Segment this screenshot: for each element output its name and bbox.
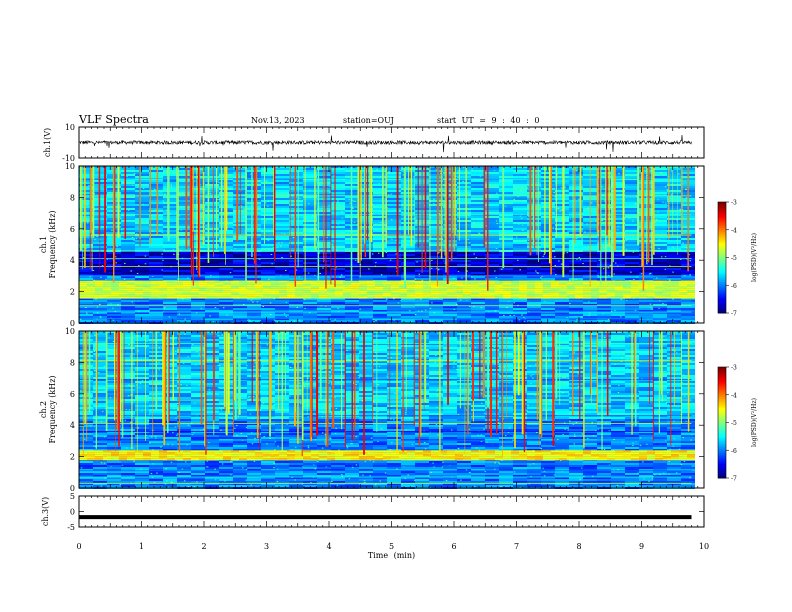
colorbar-tick-label: -6 [731,283,737,290]
colorbar-tick-label: -3 [731,365,737,372]
y-tick-label: 4 [70,421,75,430]
y-tick-label: 4 [70,256,75,265]
colorbar-label: log(PSD)(V²/Hz) [751,398,758,447]
y-tick-label: 6 [70,225,75,234]
x-tick-label: 5 [389,542,394,551]
ch2-spectrogram [79,331,695,489]
ch1-colorbar: -3 -4 -5 -6 -7 log(PSD)(V²/Hz) [717,200,758,318]
colorbar-tick-label: -7 [731,476,737,483]
ch2-y-ticks: 0 2 4 6 8 10 [65,327,704,493]
ch1-x-ticks [78,127,705,158]
x-tick-labels: 0 1 2 3 4 5 6 7 8 9 10 [76,542,709,551]
colorbar-label: log(PSD)(V²/Hz) [751,233,758,282]
x-tick-label: 0 [76,542,81,551]
colorbar-tick-label: -4 [731,227,737,234]
x-tick-label: 9 [639,542,644,551]
ch3-x-ticks [78,496,705,527]
colorbar-tick-label: -5 [731,255,737,262]
y-tick-label: 2 [70,453,75,462]
x-tick-label: 4 [326,542,331,551]
y-tick-label: 0 [70,508,75,517]
ch2-x-ticks [78,331,705,488]
y-tick-label: 10 [65,123,75,132]
ch1-spectrogram [79,166,695,324]
colorbar-tick-label: -5 [731,420,737,427]
ch1-y-ticks: 0 2 4 6 8 10 [65,162,704,328]
x-tick-label: 2 [201,542,206,551]
ch1-y-axis-label: ch.1Frequency (kHz) [39,210,57,278]
y-tick-label: 5 [70,492,75,501]
y-tick-label: 8 [70,358,75,367]
y-tick-label: 8 [70,193,75,202]
ch2-y-axis-label: ch.2Frequency (kHz) [39,375,57,443]
colorbar-tick-label: -6 [731,448,737,455]
x-axis-label: Time (min) [368,551,415,560]
x-tick-label: 8 [576,542,581,551]
x-tick-label: 3 [264,542,269,551]
ch3-y-axis-label: ch.3(V) [41,497,50,526]
y-tick-label: 10 [65,327,75,336]
x-tick-label: 7 [514,542,519,551]
colorbar-tick-label: -7 [731,311,737,318]
y-tick-label: 0 [70,484,75,493]
chart-title: VLF Spectra [79,113,149,126]
ch1-y-ticks: 10 -10 [62,123,704,163]
date-label: Nov.13, 2023 [251,116,305,125]
ch2-colorbar: -3 -4 -5 -6 -7 log(PSD)(V²/Hz) [717,365,758,483]
ch3-y-ticks: 5 0 -5 [67,492,704,532]
colorbar-tick-label: -4 [731,392,737,399]
y-tick-label: -5 [67,523,75,532]
ch1-x-ticks [78,166,705,323]
station-label: station=OUJ [343,116,394,125]
y-tick-label: 6 [70,390,75,399]
colorbar-tick-label: -3 [731,200,737,207]
start-time-label: start UT = 9 : 40 : 0 [437,116,540,125]
ch1-waveform-series [78,134,692,153]
x-tick-label: 1 [139,542,144,551]
y-tick-label: 0 [70,319,75,328]
y-tick-label: 10 [65,162,75,171]
y-tick-label: 2 [70,288,75,297]
ch1-y-axis-label: ch.1(V) [43,128,52,157]
x-tick-label: 10 [699,542,709,551]
x-tick-label: 6 [451,542,456,551]
y-tick-label: -10 [62,154,75,163]
